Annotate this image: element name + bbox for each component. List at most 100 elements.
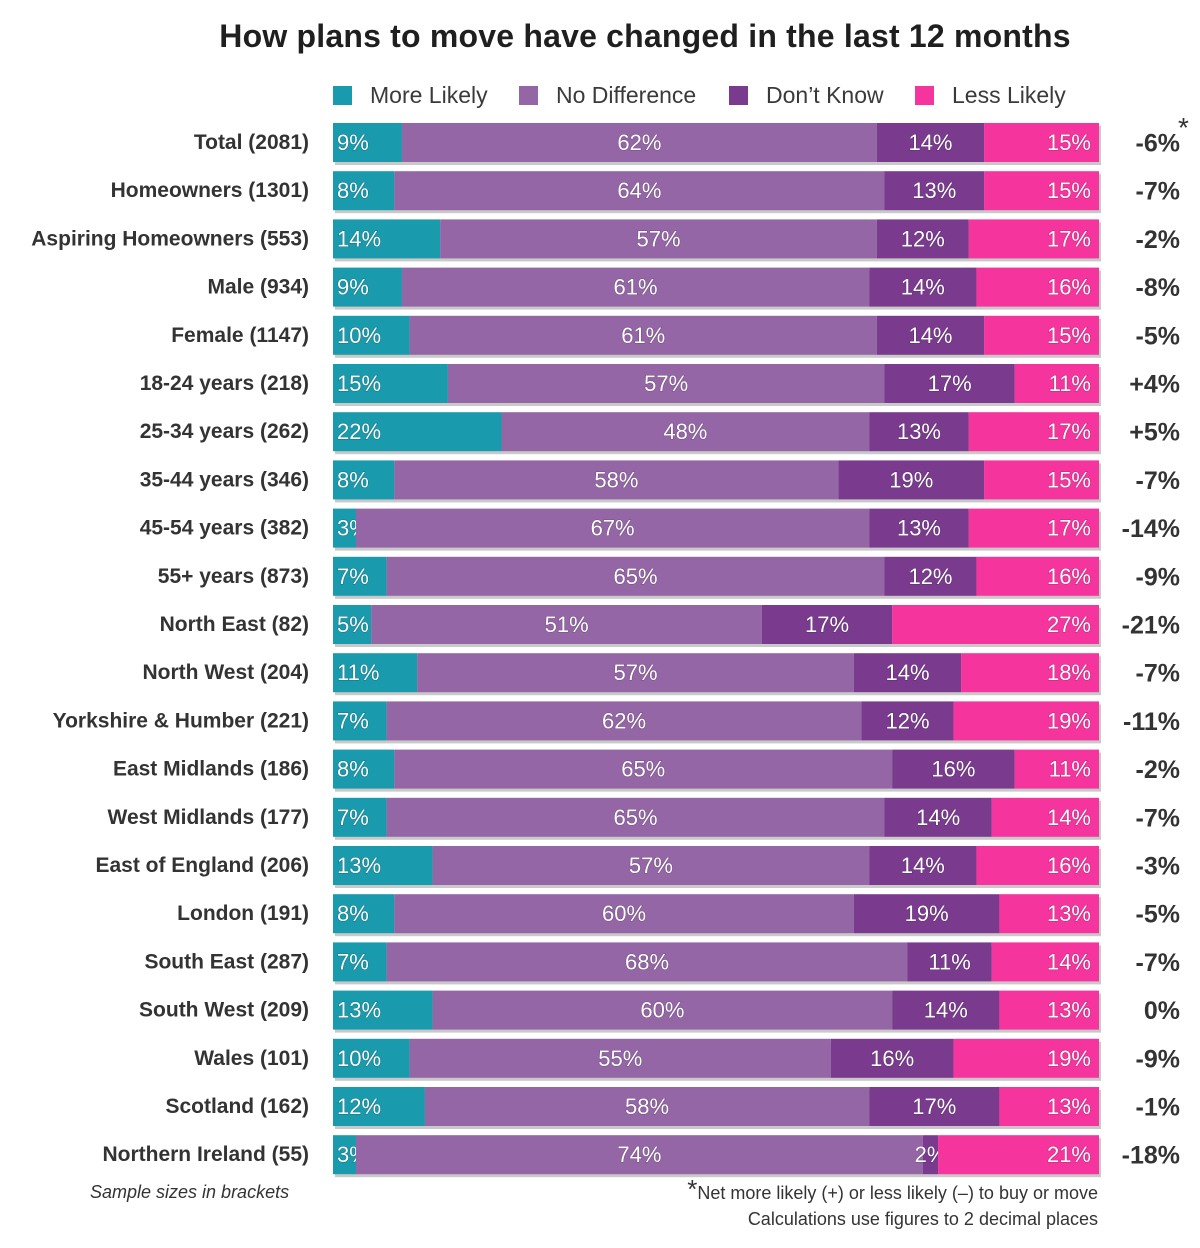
- bar-segment-don-t-know-northern-ireland-55: [922, 1135, 939, 1175]
- bar-segment-no-difference-london-191: [394, 894, 854, 934]
- bar-segment-don-t-know-east-midlands-186: [892, 749, 1015, 789]
- legend-label-less-likely: Less Likely: [952, 81, 1066, 108]
- bar-segment-don-t-know-45-54-years-382: [869, 508, 969, 548]
- data-label-don-t-know-aspiring-homeowners-553: 12%: [901, 226, 945, 251]
- bar-segment-less-likely-18-24-years-218: [1014, 364, 1099, 403]
- net-value-female-1147: -5%: [1136, 322, 1180, 350]
- bar-segment-less-likely-north-west-204: [961, 653, 1099, 693]
- data-label-more-likely-18-24-years-218: 15%: [337, 371, 381, 396]
- data-label-no-difference-45-54-years-382: 67%: [591, 516, 635, 541]
- bar-segment-less-likely-east-midlands-186: [1014, 749, 1099, 789]
- data-label-no-difference-yorkshire-humber-221: 62%: [602, 708, 646, 733]
- bar-segment-no-difference-wales-101: [409, 1038, 831, 1078]
- data-label-less-likely-35-44-years-346: 15%: [1047, 467, 1091, 492]
- data-label-more-likely-25-34-years-262: 22%: [337, 419, 381, 444]
- net-value-north-west-204: -7%: [1136, 660, 1180, 688]
- data-label-more-likely-south-west-209: 13%: [337, 998, 381, 1023]
- data-label-no-difference-scotland-162: 58%: [625, 1094, 669, 1119]
- data-label-no-difference-east-of-england-206: 57%: [629, 853, 673, 878]
- bar-segment-don-t-know-female-1147: [876, 315, 985, 355]
- data-label-no-difference-55-years-873: 65%: [614, 564, 658, 589]
- data-label-more-likely-aspiring-homeowners-553: 14%: [337, 226, 381, 251]
- data-label-more-likely-total-2081: 9%: [337, 130, 369, 155]
- bar-segment-less-likely-wales-101: [953, 1038, 1099, 1078]
- legend-label-no-difference: No Difference: [556, 81, 697, 108]
- data-label-no-difference-35-44-years-346: 58%: [594, 467, 638, 492]
- net-note-asterisk: *: [687, 1174, 698, 1204]
- net-value-london-191: -5%: [1136, 901, 1180, 929]
- bar-segment-no-difference-25-34-years-262: [501, 412, 870, 452]
- category-label-35-44-years-346: 35-44 years (346): [140, 468, 309, 491]
- data-label-no-difference-18-24-years-218: 57%: [644, 371, 688, 396]
- bar-segment-more-likely-east-of-england-206: [333, 846, 433, 885]
- net-value-south-west-209: 0%: [1144, 997, 1180, 1025]
- bar-segment-more-likely-north-west-204: [333, 653, 418, 693]
- bar-segment-more-likely-wales-101: [333, 1038, 410, 1078]
- bar-segment-more-likely-female-1147: [333, 315, 410, 355]
- net-value-north-east-82: -21%: [1122, 612, 1180, 640]
- bar-segment-don-t-know-35-44-years-346: [838, 460, 985, 500]
- category-label-female-1147: Female (1147): [171, 324, 309, 347]
- bar-segment-more-likely-london-191: [333, 894, 395, 934]
- net-value-west-midlands-177: -7%: [1136, 804, 1180, 832]
- bar-segment-more-likely-south-east-287: [333, 942, 387, 982]
- net-value-35-44-years-346: -7%: [1136, 467, 1180, 495]
- bar-segment-no-difference-female-1147: [409, 315, 877, 355]
- data-label-don-t-know-total-2081: 14%: [908, 130, 952, 155]
- bar-segment-more-likely-18-24-years-218: [333, 364, 448, 403]
- category-label-aspiring-homeowners-553: Aspiring Homeowners (553): [31, 227, 309, 250]
- net-value-northern-ireland-55: -18%: [1122, 1142, 1180, 1170]
- data-label-less-likely-northern-ireland-55: 21%: [1047, 1142, 1091, 1167]
- bar-segment-less-likely-london-191: [999, 894, 1099, 934]
- bar-segment-more-likely-northern-ireland-55: [333, 1135, 356, 1175]
- bar-segment-no-difference-north-east-82: [371, 605, 762, 644]
- bar-segment-no-difference-north-west-204: [417, 653, 854, 693]
- bar-segment-no-difference-south-east-287: [386, 942, 908, 982]
- data-label-more-likely-west-midlands-177: 7%: [337, 805, 369, 830]
- data-label-more-likely-male-934: 9%: [337, 275, 369, 300]
- bar-segment-don-t-know-55-years-873: [884, 556, 977, 596]
- chart-title: How plans to move have changed in the la…: [219, 18, 1071, 54]
- bar-segment-more-likely-25-34-years-262: [333, 412, 502, 452]
- data-label-no-difference-south-east-287: 68%: [625, 949, 669, 974]
- data-label-less-likely-east-of-england-206: 16%: [1047, 853, 1091, 878]
- data-label-less-likely-male-934: 16%: [1047, 275, 1091, 300]
- legend-label-dont-know: Don’t Know: [766, 81, 884, 108]
- data-label-less-likely-south-west-209: 13%: [1047, 998, 1091, 1023]
- bar-segment-less-likely-35-44-years-346: [984, 460, 1099, 500]
- data-label-don-t-know-male-934: 14%: [901, 275, 945, 300]
- data-label-don-t-know-scotland-162: 17%: [912, 1094, 956, 1119]
- category-label-west-midlands-177: West Midlands (177): [108, 806, 310, 829]
- bar-segment-no-difference-aspiring-homeowners-553: [440, 219, 877, 259]
- data-label-don-t-know-south-west-209: 14%: [924, 998, 968, 1023]
- category-label-east-of-england-206: East of England (206): [95, 854, 309, 877]
- data-label-don-t-know-south-east-287: 11%: [928, 949, 970, 974]
- data-label-less-likely-london-191: 13%: [1047, 901, 1091, 926]
- legend-swatch-more-likely: [333, 85, 352, 105]
- category-label-18-24-years-218: 18-24 years (218): [140, 372, 309, 395]
- data-label-no-difference-25-34-years-262: 48%: [663, 419, 707, 444]
- bar-segment-less-likely-25-34-years-262: [968, 412, 1099, 452]
- bar-segment-no-difference-18-24-years-218: [447, 364, 885, 403]
- category-label-male-934: Male (934): [207, 276, 309, 299]
- data-label-no-difference-east-midlands-186: 65%: [621, 757, 665, 782]
- data-label-don-t-know-55-years-873: 12%: [908, 564, 952, 589]
- bar-segment-more-likely-homeowners-1301: [333, 171, 395, 211]
- data-label-more-likely-east-midlands-186: 8%: [337, 757, 369, 782]
- bar-segment-don-t-know-west-midlands-177: [884, 797, 992, 837]
- bar-segment-don-t-know-yorkshire-humber-221: [861, 701, 954, 741]
- bar-segment-more-likely-east-midlands-186: [333, 749, 395, 789]
- net-value-45-54-years-382: -14%: [1122, 515, 1180, 543]
- data-label-less-likely-55-years-873: 16%: [1047, 564, 1091, 589]
- bar-segment-less-likely-45-54-years-382: [968, 508, 1099, 548]
- data-label-no-difference-north-east-82: 51%: [545, 612, 589, 637]
- bar-segment-no-difference-55-years-873: [386, 556, 885, 596]
- data-label-less-likely-45-54-years-382: 17%: [1047, 516, 1091, 541]
- data-label-less-likely-homeowners-1301: 15%: [1047, 178, 1091, 203]
- data-label-more-likely-north-west-204: 11%: [337, 660, 379, 685]
- data-label-more-likely-scotland-162: 12%: [337, 1094, 381, 1119]
- data-label-no-difference-wales-101: 55%: [598, 1046, 642, 1071]
- net-note-text: Net more likely (+) or less likely (–) t…: [697, 1183, 1098, 1203]
- data-label-don-t-know-45-54-years-382: 13%: [897, 516, 941, 541]
- bar-segment-less-likely-north-east-82: [892, 605, 1099, 644]
